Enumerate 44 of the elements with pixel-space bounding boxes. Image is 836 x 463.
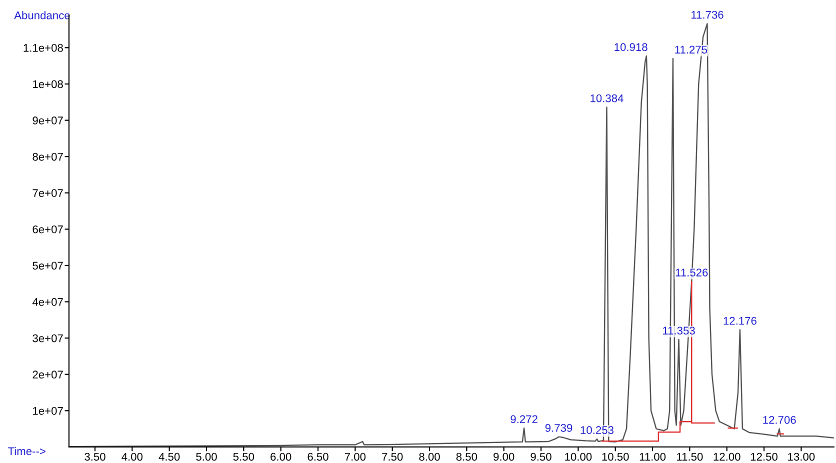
annotation: 10.384: [590, 94, 624, 102]
x-tick-label: 5.50: [233, 452, 254, 461]
x-tick-label: 4.00: [122, 452, 143, 461]
x-tick-label: 8.50: [456, 452, 478, 461]
y-tick-label: 9e+07: [32, 116, 63, 124]
annotation: 11.353: [663, 326, 695, 335]
x-tick-label: 9.50: [530, 452, 552, 461]
annotation: 12.706: [763, 416, 796, 424]
x-tick-label: 13.00: [788, 452, 815, 461]
annotation: 11.736: [692, 10, 724, 19]
x-tick-label: 5.00: [196, 452, 217, 461]
x-tick-label: 6.50: [308, 452, 328, 461]
annotation: 9.739: [545, 424, 572, 432]
y-tick-label: 5e+07: [32, 262, 63, 270]
y-tick-label: 1.1e+08: [24, 44, 63, 52]
x-tick-label: 7.00: [344, 452, 366, 461]
x-tick-label: 10.50: [602, 452, 629, 461]
y-tick-label: 2e+07: [32, 370, 63, 379]
x-tick-label: 7.50: [382, 452, 403, 461]
x-tick-label: 11.00: [640, 452, 666, 461]
annotation: 12.176: [724, 316, 756, 325]
x-tick-label: 12.00: [714, 452, 740, 461]
x-tick-label: 12.50: [750, 452, 778, 461]
y-axis-title: Abundance: [14, 11, 70, 20]
x-tick-label: 6.00: [270, 452, 292, 461]
y-tick-label: 6e+07: [32, 225, 63, 234]
annotation: 10.918: [614, 43, 648, 52]
y-tick-label: 7e+07: [32, 189, 63, 198]
y-tick-label: 4e+07: [32, 298, 63, 306]
y-tick-label: 1e+08: [33, 80, 63, 88]
x-tick-label: 11.50: [677, 452, 703, 461]
x-tick-label: 4.50: [158, 452, 180, 461]
annotation: 11.526: [676, 268, 708, 276]
x-tick-label: 9.00: [494, 452, 514, 461]
y-tick-label: 8e+07: [32, 152, 63, 161]
x-tick-label: 3.50: [84, 452, 106, 461]
x-tick-label: 8.00: [419, 452, 440, 461]
annotation: 9.272: [510, 415, 538, 424]
x-tick-label: 10.00: [565, 452, 592, 461]
y-tick-label: 3e+07: [32, 334, 63, 342]
x-axis-title: Time-->: [8, 446, 46, 456]
y-tick-label: 1e+07: [33, 406, 63, 415]
annotation: 10.253: [580, 426, 614, 434]
annotation: 11.275: [675, 46, 708, 54]
